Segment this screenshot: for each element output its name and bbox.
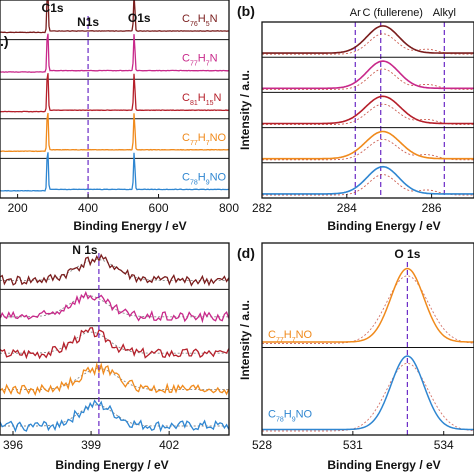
- series-line: [0, 73, 230, 113]
- panel-a-x-tick-label: 600: [149, 201, 169, 215]
- fit-line: [0, 258, 229, 281]
- peak-label: O 1s: [394, 247, 420, 261]
- panel-a-survey: .) C76H5N C77H7N C81H15N C77H7NO C78H9NO C1s N…: [0, 0, 239, 233]
- fit-line: [0, 295, 229, 318]
- panel-a-frame: [0, 0, 230, 199]
- panel-b-label: (b): [237, 3, 255, 19]
- fit-line: [0, 331, 229, 354]
- panel-d-ylabel: Intensity / a.u.: [238, 300, 252, 380]
- series-line: [0, 361, 230, 397]
- peak-label: C1s: [42, 1, 64, 15]
- reference-label: Alkyl: [433, 7, 456, 19]
- panel-c-x-tick-label: 396: [3, 438, 23, 452]
- series-label: C78H9NO: [268, 409, 313, 424]
- series-line: [0, 327, 230, 360]
- reference-label: C (fullerene): [362, 7, 423, 19]
- fit-component-line: [262, 103, 474, 126]
- series-line: [0, 253, 230, 287]
- fit-component-line: [262, 138, 474, 161]
- series-label: C77H7NO: [182, 132, 227, 147]
- series-line: [0, 0, 230, 34]
- series-line: [262, 95, 474, 125]
- panel-b-frame: [261, 21, 474, 199]
- series-line: [262, 267, 474, 343]
- series-line: [0, 33, 230, 73]
- series-line: [262, 355, 474, 431]
- panel-b-x-tick-label: 284: [337, 201, 357, 215]
- panel-b-xlabel: Binding Energy / eV: [327, 219, 440, 233]
- series-line: [262, 165, 474, 195]
- panel-d-x-tick-label: 531: [343, 438, 363, 452]
- peak-label: N1s: [77, 15, 99, 29]
- fit-component-line: [262, 68, 474, 90]
- panel-c-n1s: N 1s 396 399 402 Binding Energy / eV: [0, 242, 230, 472]
- panel-a-x-tick-label: 200: [8, 201, 28, 215]
- panel-d-x-tick-label: 534: [434, 438, 454, 452]
- panel-d-frame: [261, 242, 474, 436]
- panel-b-c1s: (b) Ar C (fullerene) Alkyl 282 284 286 Intens…: [237, 3, 474, 233]
- panel-d-o1s: (d) O 1s C77H7NO C78H9NO 528 531 534 Intensit…: [237, 242, 474, 472]
- fit-line: [262, 362, 474, 432]
- fit-component-line: [262, 174, 474, 196]
- series-line: [0, 290, 230, 324]
- fit-component-line: [262, 33, 474, 55]
- fit-line: [262, 275, 474, 344]
- series-line: [262, 25, 474, 54]
- series-label: C77H7NO: [268, 329, 313, 344]
- panel-a-label: .): [0, 33, 9, 49]
- panel-b-ylabel: Intensity / a.u.: [238, 70, 252, 150]
- peak-label: N 1s: [72, 243, 98, 257]
- panel-c-x-tick-label: 399: [81, 438, 101, 452]
- series-line: [262, 130, 474, 160]
- series-line: [262, 60, 474, 90]
- panel-a-x-tick-label: 400: [78, 201, 98, 215]
- panel-c-frame: [0, 242, 230, 436]
- panel-d-label: (d): [237, 245, 255, 261]
- series-label: C76H5N: [182, 13, 218, 28]
- series-line: [0, 112, 230, 153]
- panel-b-x-tick-label: 286: [422, 201, 442, 215]
- series-line: [0, 152, 230, 192]
- series-label: C77H7N: [182, 53, 218, 68]
- series-line: [0, 399, 230, 433]
- panel-d-x-tick-label: 528: [252, 438, 272, 452]
- panel-c-x-tick-label: 402: [159, 438, 179, 452]
- reference-label: Ar: [350, 7, 361, 19]
- series-label: C81H15N: [182, 92, 222, 107]
- fit-line: [0, 368, 229, 391]
- panel-d-xlabel: Binding Energy / eV: [327, 458, 440, 472]
- panel-a-xlabel: Binding Energy / eV: [73, 219, 186, 233]
- panel-a-x-tick-label: 800: [219, 201, 239, 215]
- panel-b-x-tick-label: 282: [252, 201, 272, 215]
- panel-c-xlabel: Binding Energy / eV: [55, 458, 168, 472]
- series-label: C78H9NO: [182, 171, 227, 186]
- peak-label: O1s: [128, 11, 151, 25]
